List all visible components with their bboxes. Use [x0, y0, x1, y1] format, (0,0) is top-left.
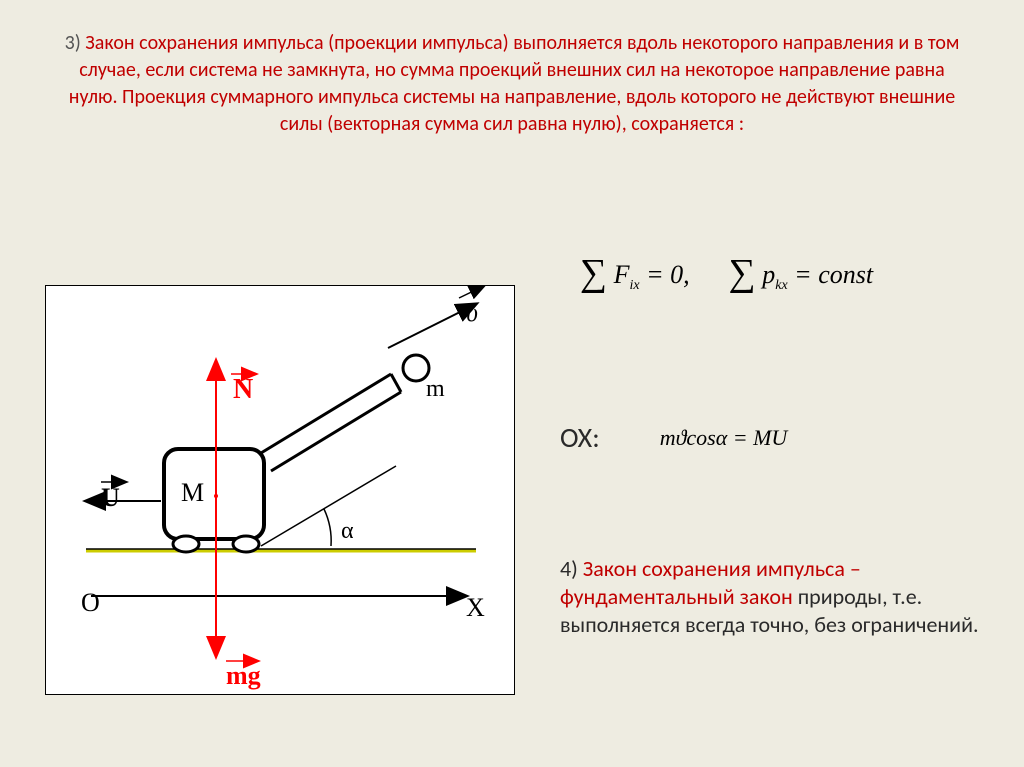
cannon-body — [164, 449, 264, 539]
wheel-left — [173, 536, 199, 552]
top-formulas: ∑ Fix = 0, ∑ pkx = const — [580, 255, 873, 299]
cannon-barrel — [261, 374, 401, 471]
ox-label: OX: — [560, 420, 600, 455]
sigma-icon: ∑ — [580, 251, 607, 295]
heading-number: 3) — [65, 31, 81, 55]
axis-origin-label: O — [81, 588, 100, 617]
sigma-icon: ∑ — [729, 251, 756, 295]
heading-text: Закон сохранения импульса (проекции импу… — [69, 31, 960, 136]
v-label: υ — [466, 298, 478, 327]
ox-formula: mϑcosα = MU — [660, 425, 788, 451]
ox-line: OX: mϑcosα = MU — [560, 420, 787, 455]
f-symbol: F — [614, 260, 630, 289]
p-symbol: p — [762, 260, 775, 289]
v-vector-bar — [459, 286, 484, 298]
physics-diagram: O X M m υ U N mg — [45, 285, 515, 695]
diagram-svg: O X M m υ U N mg — [46, 286, 516, 696]
N-label: N — [233, 374, 253, 405]
axis-x-label: X — [466, 593, 485, 622]
p-sub: kx — [775, 278, 787, 293]
mass-M-label: M — [181, 478, 204, 507]
eq-zero: = 0, — [640, 260, 690, 289]
paragraph-4: 4) Закон сохранения импульса – фундамент… — [560, 555, 980, 639]
f-sub: ix — [629, 278, 639, 293]
para4-number: 4) — [560, 555, 583, 582]
angle-arc — [324, 509, 331, 546]
U-label: U — [101, 483, 120, 512]
angle-guide — [261, 466, 396, 546]
wheel-right — [233, 536, 259, 552]
alpha-label: α — [341, 518, 354, 544]
v-vector — [388, 304, 476, 348]
eq-const: = const — [788, 260, 873, 289]
mass-m-label: m — [426, 376, 445, 402]
main-heading: 3) Закон сохранения импульса (проекции и… — [0, 0, 1024, 148]
mg-label: mg — [226, 661, 261, 690]
